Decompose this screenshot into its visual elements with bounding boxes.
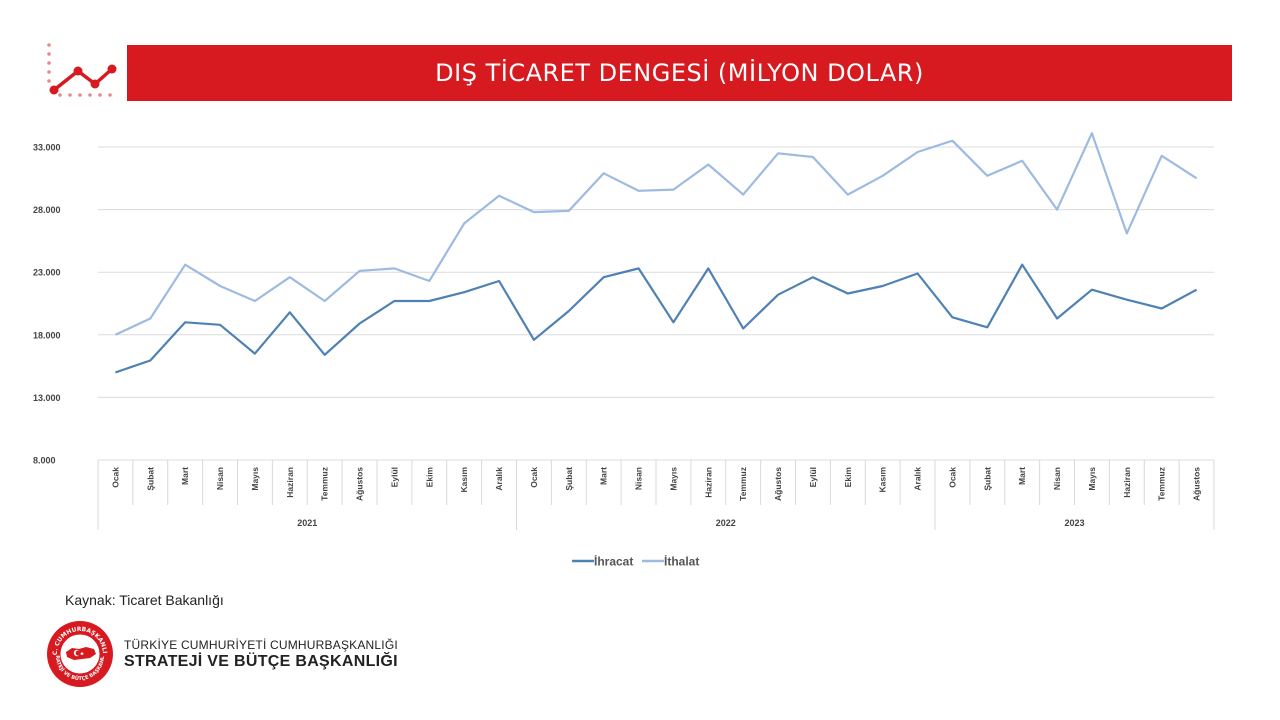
x-tick-label: Şubat	[564, 467, 574, 491]
x-tick-label: Ağustos	[355, 467, 365, 501]
x-tick-label: Nisan	[215, 467, 225, 490]
x-tick-label: Ocak	[529, 467, 539, 488]
series-line-ihracat	[115, 263, 1198, 374]
trend-line-icon	[47, 43, 117, 97]
legend-label: İhracat	[594, 554, 633, 569]
x-tick-label: Ocak	[947, 467, 957, 488]
x-tick-label: Eylül	[389, 467, 399, 487]
x-tick-label: Temmuz	[1157, 467, 1167, 501]
x-tick-label: Haziran	[703, 467, 713, 498]
y-tick-label: 18.000	[33, 330, 61, 340]
x-tick-label: Şubat	[982, 467, 992, 491]
y-tick-label: 23.000	[33, 268, 61, 278]
x-tick-label: Mart	[599, 467, 609, 485]
org-name-line1: TÜRKİYE CUMHURİYETİ CUMHURBAŞKANLIĞI	[124, 638, 398, 652]
year-group-label: 2023	[1064, 518, 1084, 528]
series-line-ithalat	[114, 132, 1198, 336]
x-tick-label: Ağustos	[773, 467, 783, 501]
year-group-label: 2021	[297, 518, 317, 528]
sbb-seal-logo: T.C. CUMHURBAŞKANLIĞI STRATEJİ VE BÜTÇE …	[46, 620, 113, 687]
source-note: Kaynak: Ticaret Bakanlığı	[65, 592, 224, 608]
y-tick-label: 33.000	[33, 143, 61, 153]
title-bar: DIŞ TİCARET DENGESİ (MİLYON DOLAR)	[127, 45, 1232, 101]
x-tick-label: Kasım	[878, 467, 888, 493]
x-tick-label: Haziran	[285, 467, 295, 498]
y-tick-label: 13.000	[33, 393, 61, 403]
x-tick-label: Aralık	[494, 467, 504, 491]
org-name-line2: STRATEJİ VE BÜTÇE BAŞKANLIĞI	[124, 653, 398, 670]
x-tick-label: Aralık	[913, 467, 923, 491]
x-tick-label: Ekim	[424, 467, 434, 488]
x-tick-label: Mayıs	[668, 467, 678, 491]
x-tick-label: Temmuz	[738, 467, 748, 501]
x-tick-label: Temmuz	[320, 467, 330, 501]
x-tick-label: Mayıs	[250, 467, 260, 491]
y-tick-label: 8.000	[33, 456, 56, 466]
x-tick-label: Kasım	[459, 467, 469, 493]
page-title: DIŞ TİCARET DENGESİ (MİLYON DOLAR)	[435, 59, 924, 87]
y-tick-label: 28.000	[33, 205, 61, 215]
x-tick-label: Nisan	[1052, 467, 1062, 490]
year-group-label: 2022	[716, 518, 736, 528]
x-tick-label: Ocak	[110, 467, 120, 488]
x-tick-label: Eylül	[808, 467, 818, 487]
legend-label: İthalat	[664, 554, 699, 569]
x-tick-label: Ağustos	[1192, 467, 1202, 501]
x-tick-label: Mart	[180, 467, 190, 485]
x-tick-label: Haziran	[1122, 467, 1132, 498]
x-tick-label: Şubat	[145, 467, 155, 491]
x-tick-label: Nisan	[634, 467, 644, 490]
x-tick-label: Ekim	[843, 467, 853, 488]
x-tick-label: Mart	[1017, 467, 1027, 485]
x-tick-label: Mayıs	[1087, 467, 1097, 491]
